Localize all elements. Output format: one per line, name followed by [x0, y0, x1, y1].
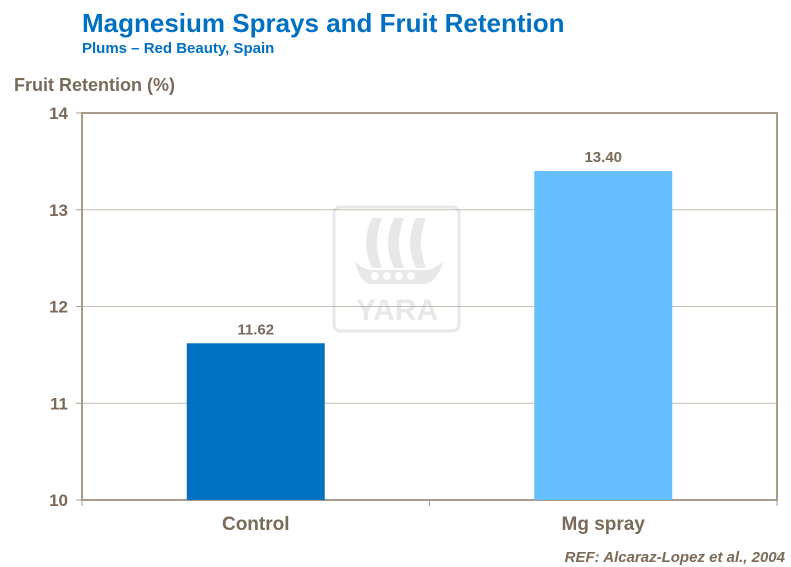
reference-note: REF: Alcaraz-Lopez et al., 2004	[564, 549, 785, 566]
data-label: 13.40	[584, 149, 622, 166]
bar-mg-spray	[534, 171, 673, 501]
x-tick-label: Mg spray	[562, 514, 646, 535]
watermark-text: YARA	[356, 294, 438, 327]
y-tick-label: 14	[49, 104, 68, 123]
y-tick-label: 12	[49, 298, 68, 317]
yara-logo-watermark: YARA	[332, 205, 461, 333]
y-tick-label: 11	[50, 394, 68, 413]
data-label: 11.62	[237, 321, 274, 338]
chart-title: Magnesium Sprays and Fruit Retention	[82, 8, 565, 38]
y-axis-label: Fruit Retention (%)	[14, 75, 175, 95]
chart-subtitle: Plums – Red Beauty, Spain	[82, 40, 275, 57]
y-tick-label: 13	[49, 201, 68, 220]
y-tick-label: 10	[49, 491, 68, 510]
x-tick-label: Control	[222, 514, 290, 535]
bar-control	[186, 343, 325, 500]
